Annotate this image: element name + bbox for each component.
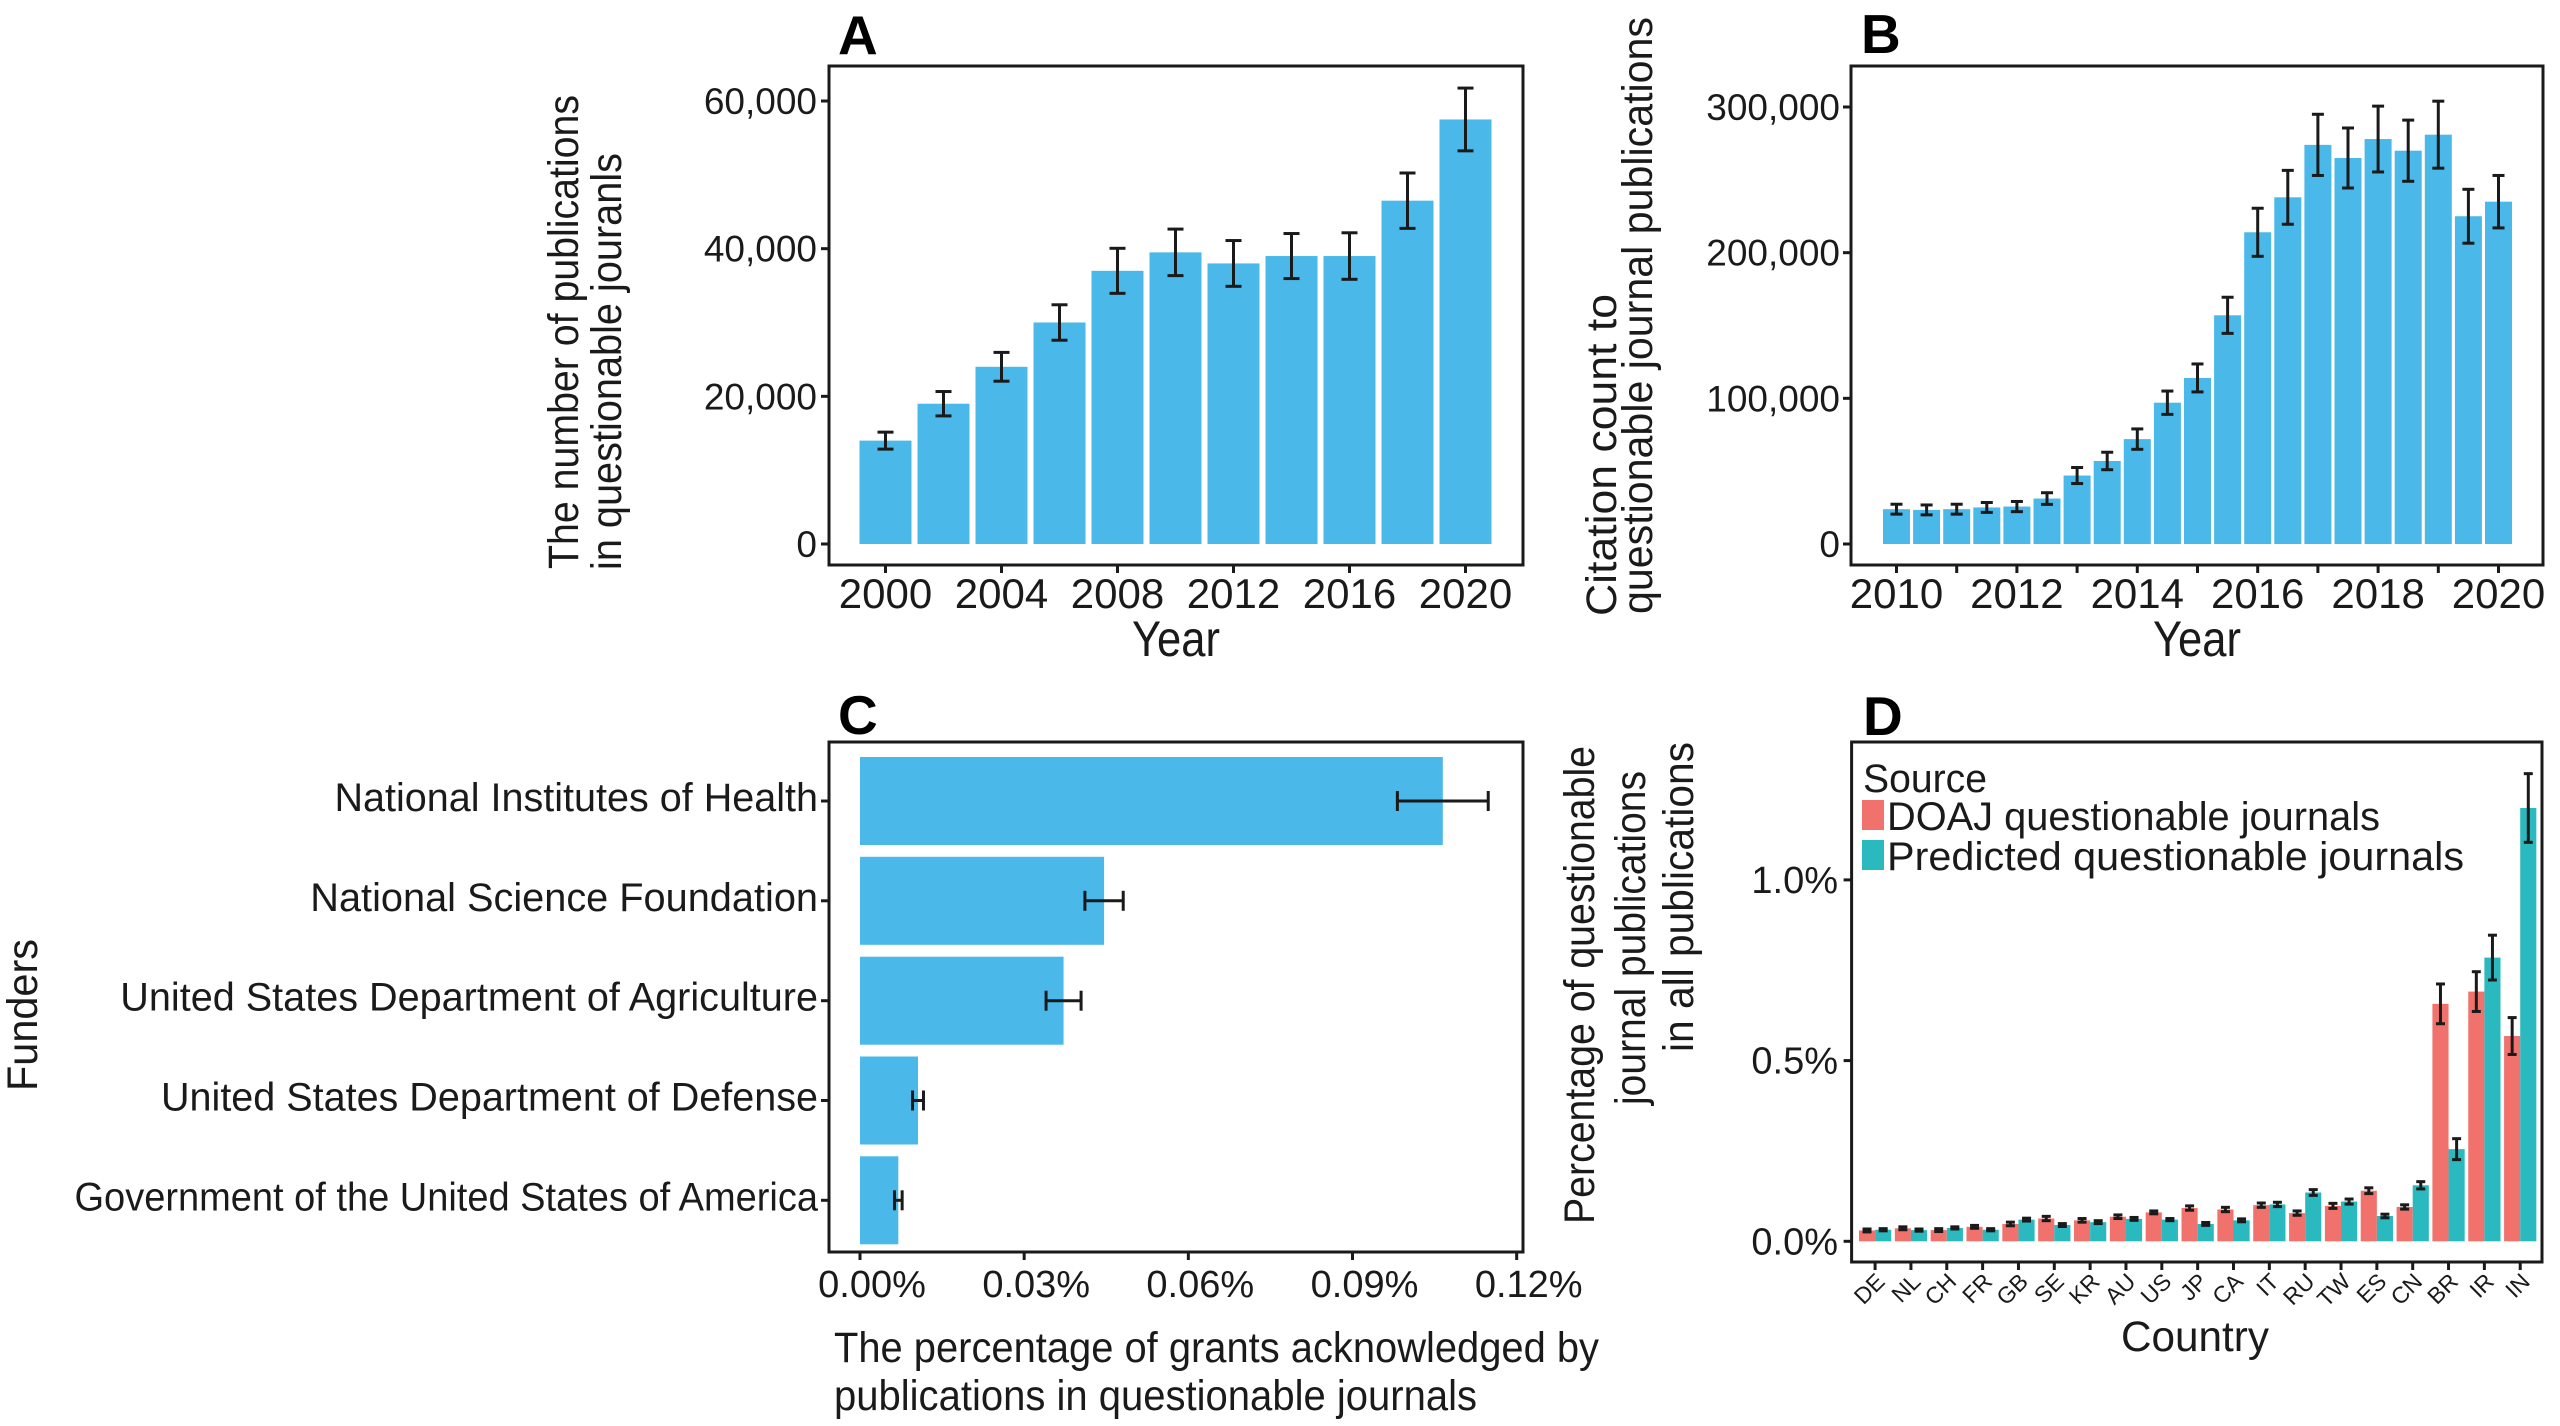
svg-text:The number of publications: The number of publications xyxy=(540,95,588,569)
svg-text:in questionable jouranls: in questionable jouranls xyxy=(583,153,631,570)
svg-text:20,000: 20,000 xyxy=(704,376,817,417)
svg-text:2020: 2020 xyxy=(1419,570,1512,617)
svg-text:0.06%: 0.06% xyxy=(1146,1264,1254,1306)
svg-text:United States Department of Ag: United States Department of Agriculture xyxy=(120,976,818,1020)
svg-text:National Science Foundation: National Science Foundation xyxy=(310,876,818,920)
svg-text:2012: 2012 xyxy=(1187,570,1280,617)
svg-text:0.5%: 0.5% xyxy=(1751,1041,1838,1083)
svg-text:0: 0 xyxy=(796,524,817,565)
svg-text:Government of the United State: Government of the United States of Ameri… xyxy=(75,1175,819,1219)
svg-text:questionable journal publicati: questionable journal publications xyxy=(1614,17,1662,614)
svg-text:2018: 2018 xyxy=(2331,570,2424,617)
svg-text:0.12%: 0.12% xyxy=(1475,1264,1583,1306)
svg-text:2012: 2012 xyxy=(1970,570,2063,617)
svg-text:journal publications: journal publications xyxy=(1607,771,1655,1107)
svg-text:2008: 2008 xyxy=(1071,570,1164,617)
svg-text:300,000: 300,000 xyxy=(1706,87,1840,128)
svg-text:40,000: 40,000 xyxy=(704,229,817,270)
svg-text:0.00%: 0.00% xyxy=(818,1264,926,1306)
svg-text:Year: Year xyxy=(1132,611,1220,667)
svg-text:Percentage of questionable: Percentage of questionable xyxy=(1556,746,1604,1224)
svg-text:2014: 2014 xyxy=(2091,570,2184,617)
svg-text:200,000: 200,000 xyxy=(1706,233,1840,274)
svg-text:publications in questionable j: publications in questionable journals xyxy=(834,1372,1477,1420)
svg-text:DOAJ questionable journals: DOAJ questionable journals xyxy=(1887,795,2380,839)
svg-text:in all publications: in all publications xyxy=(1655,742,1703,1052)
svg-text:D: D xyxy=(1863,685,1903,747)
svg-text:Source: Source xyxy=(1863,757,1987,801)
svg-text:Country: Country xyxy=(2121,1313,2269,1361)
svg-text:100,000: 100,000 xyxy=(1706,378,1840,419)
svg-text:2016: 2016 xyxy=(2211,570,2304,617)
svg-text:A: A xyxy=(838,4,878,66)
svg-text:C: C xyxy=(838,684,878,746)
svg-text:2000: 2000 xyxy=(839,570,932,617)
svg-text:Predicted questionable journal: Predicted questionable journals xyxy=(1887,835,2464,879)
svg-text:The percentage of grants ackno: The percentage of grants acknowledged by xyxy=(834,1324,1599,1372)
svg-text:Funders: Funders xyxy=(0,939,47,1091)
svg-text:2020: 2020 xyxy=(2452,570,2545,617)
svg-text:United States Department of De: United States Department of Defense xyxy=(161,1076,818,1120)
svg-text:0.09%: 0.09% xyxy=(1311,1264,1419,1306)
svg-text:National Institutes of Health: National Institutes of Health xyxy=(335,776,819,820)
svg-text:1.0%: 1.0% xyxy=(1751,860,1838,902)
svg-text:2004: 2004 xyxy=(955,570,1048,617)
svg-text:B: B xyxy=(1861,3,1901,65)
svg-text:60,000: 60,000 xyxy=(704,81,817,122)
svg-text:0.0%: 0.0% xyxy=(1751,1221,1838,1263)
svg-text:Year: Year xyxy=(2153,611,2241,667)
svg-text:0.03%: 0.03% xyxy=(982,1264,1090,1306)
svg-text:2016: 2016 xyxy=(1303,570,1396,617)
svg-text:Citation count to: Citation count to xyxy=(1578,294,1626,616)
svg-text:0: 0 xyxy=(1819,524,1840,565)
svg-text:2010: 2010 xyxy=(1850,570,1943,617)
